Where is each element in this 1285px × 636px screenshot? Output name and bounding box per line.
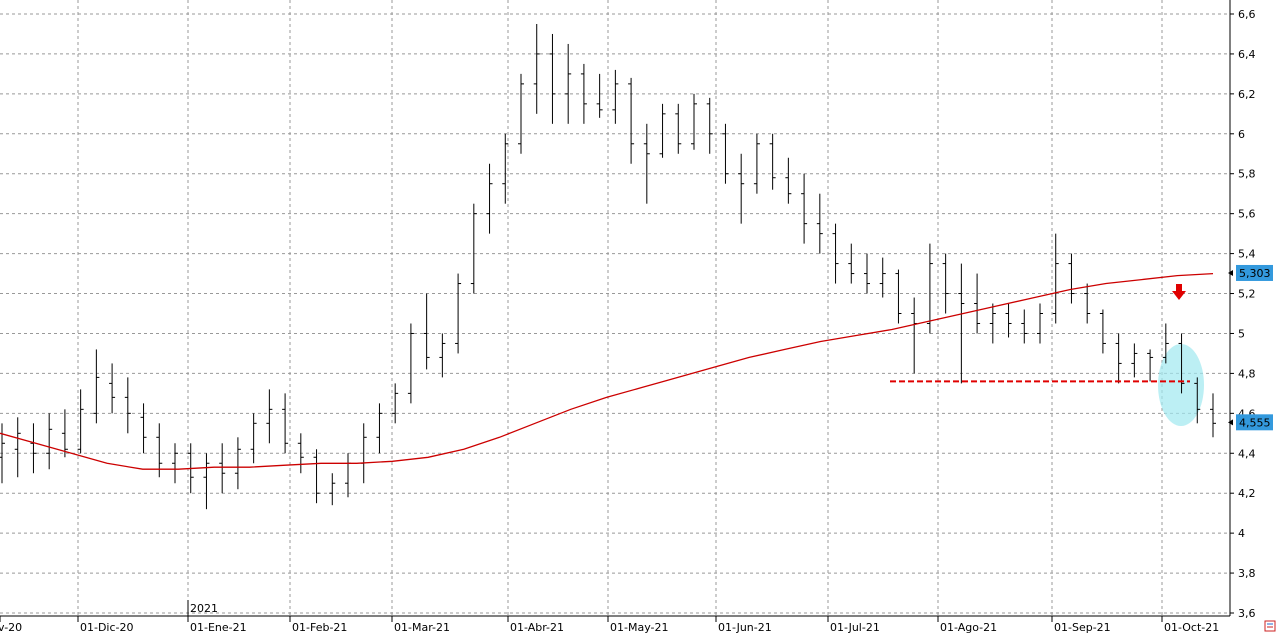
y-tick-label: 5,6 bbox=[1238, 208, 1256, 221]
chart-grid bbox=[0, 0, 1230, 616]
x-tick-label: v-20 bbox=[0, 621, 22, 634]
y-tick-label: 5 bbox=[1238, 327, 1245, 340]
x-tick-label: 01-Dic-20 bbox=[80, 621, 134, 634]
x-tick-label: 01-May-21 bbox=[610, 621, 668, 634]
price-badges: 5,303 4,555 bbox=[1228, 264, 1273, 431]
y-tick-label: 3,8 bbox=[1238, 567, 1256, 580]
y-tick-label: 4,2 bbox=[1238, 487, 1256, 500]
y-tick-label: 6,2 bbox=[1238, 88, 1256, 101]
x-tick-label: 01-Abr-21 bbox=[510, 621, 564, 634]
y-tick-label: 4,4 bbox=[1238, 447, 1256, 460]
ohlc-bars bbox=[0, 23, 1216, 510]
y-tick-label: 5,8 bbox=[1238, 168, 1256, 181]
settings-icon[interactable] bbox=[1264, 620, 1276, 632]
x-tick-label: 01-Jul-21 bbox=[830, 621, 880, 634]
price-pointer-icon bbox=[1228, 419, 1233, 426]
x-tick-label: 01-Oct-21 bbox=[1164, 621, 1219, 634]
x-tick-label: 01-Jun-21 bbox=[718, 621, 772, 634]
y-tick-label: 4 bbox=[1238, 527, 1245, 540]
x-tick-label: 01-Ene-21 bbox=[190, 621, 247, 634]
x-tick-label: 01-Ago-21 bbox=[940, 621, 997, 634]
time-axis-ticks: v-20 01-Dic-20 01-Ene-21 01-Feb-21 01-Mar-21… bbox=[0, 616, 1219, 634]
price-axis-ticks: 3,63,844,24,44,64,855,25,45,65,866,26,46… bbox=[1230, 8, 1256, 620]
y-tick-label: 5,2 bbox=[1238, 288, 1256, 301]
highlight-ellipse bbox=[1158, 344, 1204, 426]
y-tick-label: 5,4 bbox=[1238, 248, 1256, 261]
price-badge-label: 4,555 bbox=[1239, 416, 1271, 429]
price-badge bbox=[1236, 264, 1273, 281]
price-badge bbox=[1236, 414, 1273, 431]
y-tick-label: 3,6 bbox=[1238, 607, 1256, 620]
y-tick-label: 6,6 bbox=[1238, 8, 1256, 21]
x-tick-label: 01-Mar-21 bbox=[394, 621, 450, 634]
year-label: 2021 bbox=[190, 602, 218, 615]
price-badge-label: 5,303 bbox=[1239, 267, 1271, 280]
x-tick-label: 01-Feb-21 bbox=[292, 621, 347, 634]
moving-average-line bbox=[0, 272, 1214, 470]
price-pointer-icon bbox=[1228, 269, 1233, 276]
arrow-down-icon bbox=[1172, 284, 1186, 300]
x-tick-label: 01-Sep-21 bbox=[1054, 621, 1111, 634]
y-tick-label: 6 bbox=[1238, 128, 1245, 141]
y-tick-label: 4,8 bbox=[1238, 367, 1256, 380]
y-tick-label: 6,4 bbox=[1238, 48, 1256, 61]
